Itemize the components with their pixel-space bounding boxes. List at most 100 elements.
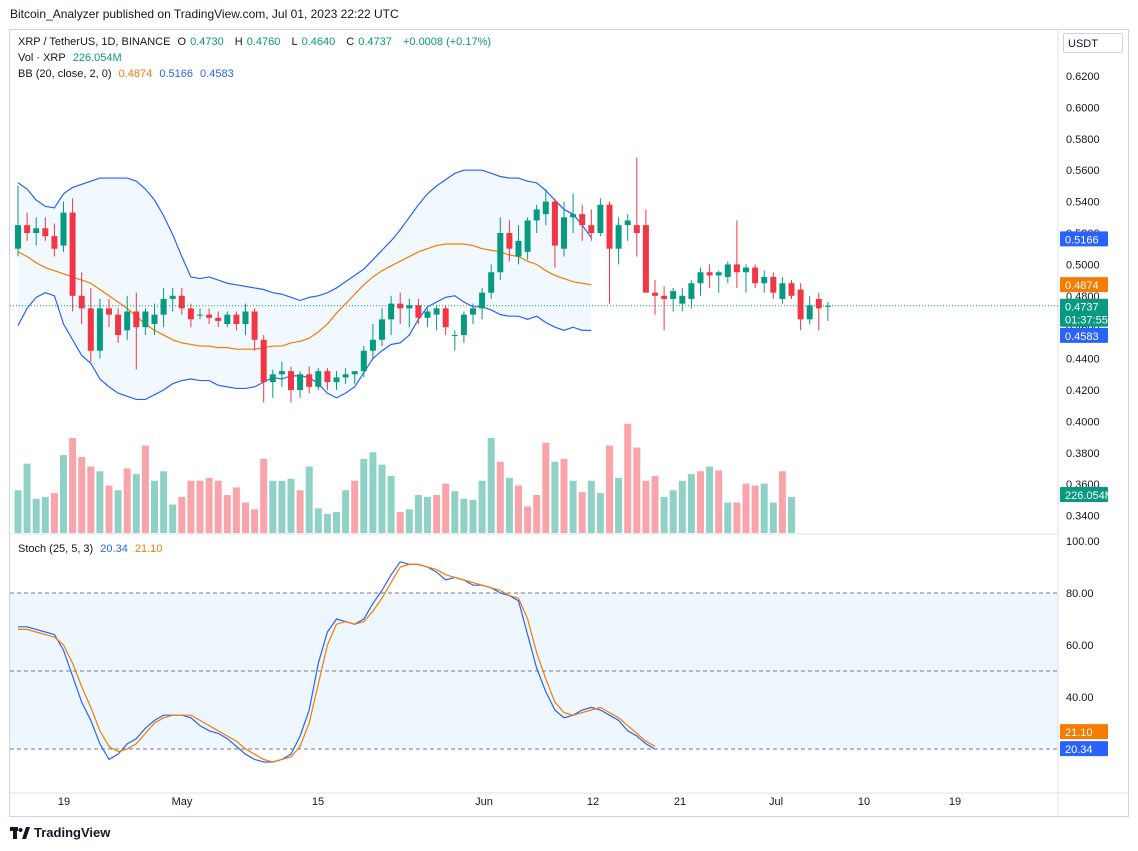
candle-body[interactable] <box>251 311 258 340</box>
candle-body[interactable] <box>24 225 31 233</box>
candle-body[interactable] <box>597 204 604 233</box>
candle-body[interactable] <box>470 308 476 315</box>
candle-body[interactable] <box>360 350 367 372</box>
tradingview-logo[interactable]: TradingView <box>10 825 110 840</box>
candle-body[interactable] <box>51 236 58 249</box>
candle-body[interactable] <box>151 314 158 325</box>
candle-body[interactable] <box>715 272 722 276</box>
stoch-legend[interactable]: Stoch (25, 5, 3) 20.34 21.10 <box>18 543 166 555</box>
candle-body[interactable] <box>269 374 276 383</box>
candle-body[interactable] <box>60 212 67 246</box>
candle-body[interactable] <box>524 220 531 252</box>
candle-body[interactable] <box>488 272 495 293</box>
candle-body[interactable] <box>479 292 486 309</box>
candle-body[interactable] <box>561 217 567 249</box>
candle-body[interactable] <box>424 311 431 318</box>
candle-body[interactable] <box>33 228 40 233</box>
candle-body[interactable] <box>215 317 222 321</box>
candle-body[interactable] <box>306 374 313 387</box>
candle-body[interactable] <box>661 295 668 299</box>
candle-body[interactable] <box>224 314 231 325</box>
candle-body[interactable] <box>633 225 640 233</box>
candle-body[interactable] <box>278 371 285 375</box>
candle-body[interactable] <box>124 311 131 331</box>
candle-body[interactable] <box>178 295 185 309</box>
candle-body[interactable] <box>770 276 777 293</box>
volume-bar <box>433 495 441 533</box>
candle-body[interactable] <box>733 264 740 273</box>
candle-body[interactable] <box>115 314 122 336</box>
candle-body[interactable] <box>388 303 395 320</box>
stoch-d-line <box>18 563 656 763</box>
candle-body[interactable] <box>260 339 267 383</box>
candle-body[interactable] <box>797 289 804 320</box>
candle-body[interactable] <box>87 308 94 351</box>
candle-body[interactable] <box>688 283 695 299</box>
currency-button[interactable]: USDT <box>1063 33 1123 53</box>
candle-body[interactable] <box>579 214 586 226</box>
candle-body[interactable] <box>187 308 194 320</box>
candle-body[interactable] <box>106 308 112 315</box>
candle-body[interactable] <box>42 228 49 237</box>
candle-body[interactable] <box>406 305 413 309</box>
bb-upper-value: 0.5166 <box>159 68 193 80</box>
candle-body[interactable] <box>242 311 249 325</box>
volume-bar <box>360 458 368 533</box>
candle-body[interactable] <box>96 308 103 351</box>
candle-body[interactable] <box>333 377 340 383</box>
candle-body[interactable] <box>369 339 376 351</box>
candle-body[interactable] <box>451 335 458 337</box>
candle-body[interactable] <box>652 292 658 296</box>
candle-body[interactable] <box>724 264 731 277</box>
candle-body[interactable] <box>206 314 213 318</box>
candle-body[interactable] <box>542 201 549 215</box>
candle-body[interactable] <box>515 240 522 257</box>
candle-body[interactable] <box>506 233 513 249</box>
candle-body[interactable] <box>233 314 240 325</box>
candle-body[interactable] <box>69 212 76 296</box>
candle-body[interactable] <box>297 374 304 390</box>
candle-body[interactable] <box>415 305 422 318</box>
candle-body[interactable] <box>497 233 504 273</box>
candle-body[interactable] <box>779 283 786 299</box>
candle-body[interactable] <box>324 371 331 383</box>
bb-legend[interactable]: BB (20, close, 2, 0) 0.4874 0.5166 0.458… <box>18 68 238 80</box>
candle-body[interactable] <box>433 308 440 315</box>
candle-body[interactable] <box>815 298 822 309</box>
candle-body[interactable] <box>379 319 385 340</box>
candle-body[interactable] <box>806 305 813 320</box>
candle-body[interactable] <box>679 295 686 304</box>
candle-body[interactable] <box>706 272 713 276</box>
candle-body[interactable] <box>78 295 85 309</box>
candle-body[interactable] <box>342 374 349 378</box>
symbol-name[interactable]: XRP / TetherUS, 1D, BINANCE <box>18 36 171 48</box>
candle-body[interactable] <box>351 371 358 375</box>
candle-body[interactable] <box>142 311 149 328</box>
candle-body[interactable] <box>460 314 467 336</box>
candle-body[interactable] <box>615 225 622 249</box>
candle-body[interactable] <box>788 283 795 296</box>
candle-body[interactable] <box>288 371 294 390</box>
candle-body[interactable] <box>570 214 577 218</box>
candle-body[interactable] <box>624 220 631 226</box>
candle-body[interactable] <box>133 311 140 328</box>
candle-body[interactable] <box>752 267 759 284</box>
candle-body[interactable] <box>551 201 558 246</box>
candle-body[interactable] <box>160 298 167 315</box>
candle-body[interactable] <box>761 276 768 284</box>
candle-body[interactable] <box>824 305 831 307</box>
candle-body[interactable] <box>197 314 203 316</box>
candle-body[interactable] <box>743 267 749 273</box>
candle-body[interactable] <box>315 371 322 387</box>
candle-body[interactable] <box>642 225 649 293</box>
volume-legend[interactable]: Vol · XRP 226.054M <box>18 52 126 64</box>
candle-body[interactable] <box>169 295 176 299</box>
candle-body[interactable] <box>15 225 21 249</box>
candle-body[interactable] <box>442 308 449 328</box>
candle-body[interactable] <box>533 209 540 221</box>
candle-body[interactable] <box>606 204 613 249</box>
candle-body[interactable] <box>588 225 595 233</box>
candle-body[interactable] <box>670 291 677 299</box>
candle-body[interactable] <box>697 272 704 284</box>
